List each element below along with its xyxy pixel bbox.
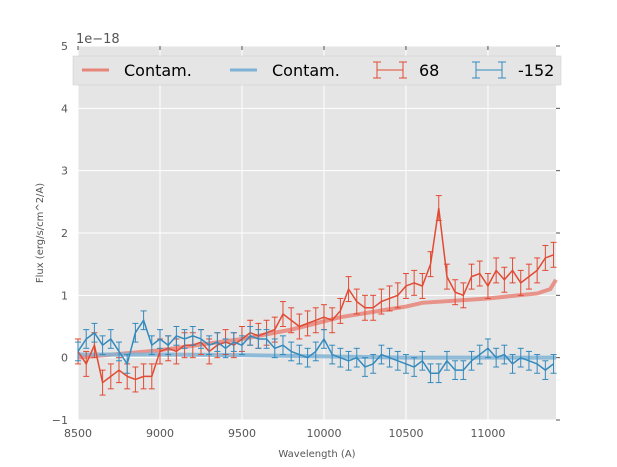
ticks: 8500 9000 9500 10000 10500 11000 −1 0 1 2 3 4 5 [52,40,560,440]
y-tick-label: 0 [61,352,68,365]
x-tick-label: 9000 [146,427,174,440]
x-tick-label: 9500 [228,427,256,440]
series-line--152 [77,318,554,374]
series-line-68 [77,207,554,384]
y-tick-label: 2 [61,227,68,240]
y-tick-label: −1 [52,414,68,427]
x-axis-label: Wavelength (A) [278,449,355,460]
legend-swatch-152 [472,61,506,79]
legend-label-contam-red: Contam. [124,61,192,80]
y-tick-label: 1 [61,289,68,302]
x-tick-label: 10000 [306,427,341,440]
legend-swatch-68 [373,61,407,79]
x-tick-label: 11000 [470,427,505,440]
y-tick-label: 3 [61,165,68,178]
series [75,195,558,396]
x-tick-label: 10500 [388,427,423,440]
y-tick-label: 4 [61,102,68,115]
legend-label-contam-blue: Contam. [272,61,340,80]
y-offset-label: 1e−18 [76,32,120,47]
legend: Contam. Contam. 68 -152 [72,55,562,86]
x-tick-label: 8500 [64,427,92,440]
y-tick-label: 5 [61,40,68,53]
legend-label-152: -152 [518,61,554,80]
legend-label-68: 68 [419,61,439,80]
y-axis-label: Flux (erg/s/cm^2/A) [35,183,46,283]
series--152 [75,310,557,384]
